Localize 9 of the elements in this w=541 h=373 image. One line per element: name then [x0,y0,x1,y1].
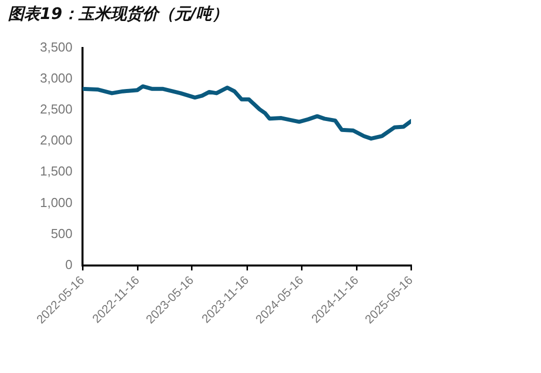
y-tick-label: 3,000 [40,70,73,86]
chart-title: 图表19：玉米现货价（元/吨） [8,4,228,25]
y-tick-label: 3,500 [40,39,73,54]
y-tick-label: 2,000 [40,132,73,148]
y-tick-label: 500 [50,226,73,241]
y-tick-label: 2,500 [40,102,73,117]
y-tick-label: 0 [65,256,73,272]
y-tick-label: 1,500 [40,164,73,179]
y-tick-label: 1,000 [40,194,73,210]
